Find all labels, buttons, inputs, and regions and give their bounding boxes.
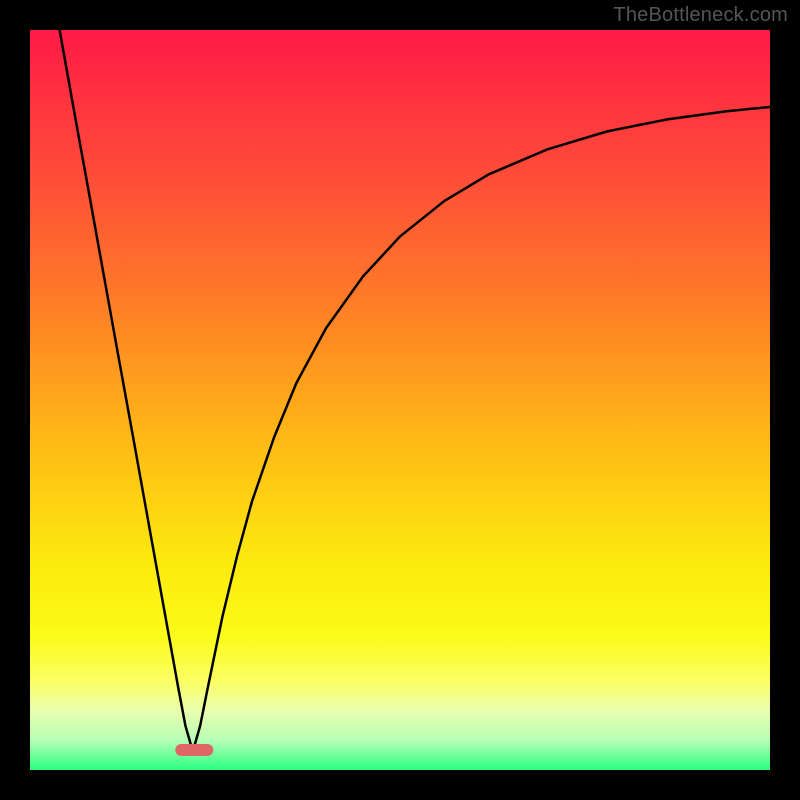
gradient-background <box>30 30 770 770</box>
bottleneck-chart <box>0 0 800 800</box>
optimal-marker <box>175 744 213 756</box>
chart-container: TheBottleneck.com <box>0 0 800 800</box>
watermark-text: TheBottleneck.com <box>613 4 788 27</box>
